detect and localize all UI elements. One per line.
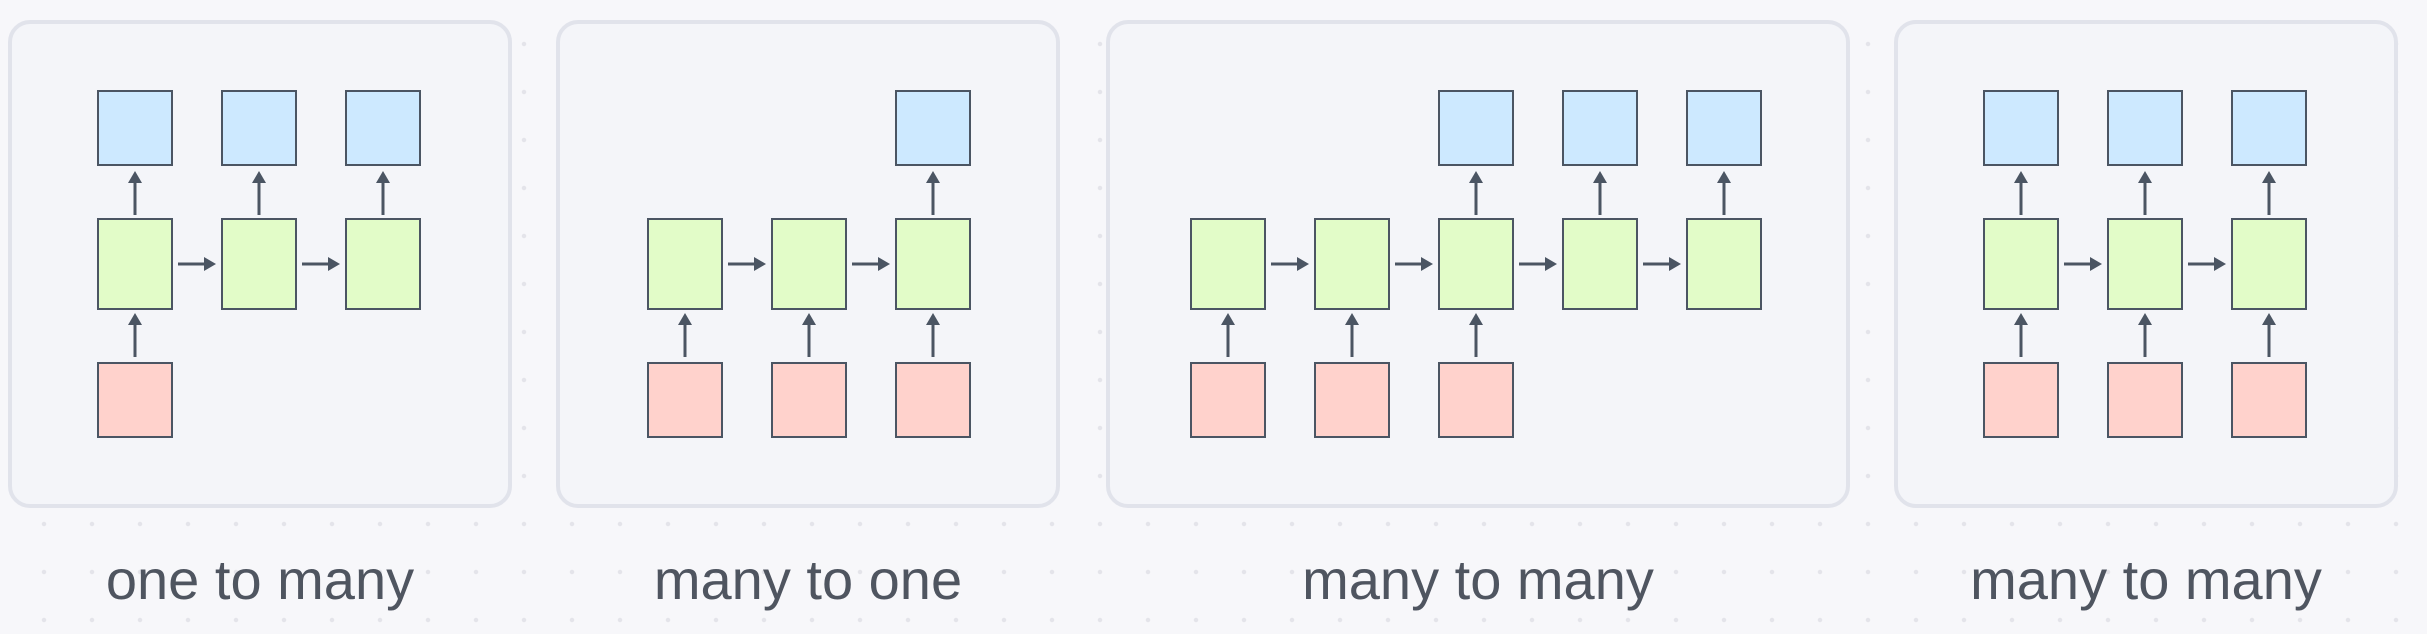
many-to-one-input-arrow-1-head — [678, 313, 692, 325]
many-to-many-delayed-input-arrow-3-head — [1469, 313, 1483, 325]
many-to-many-delayed-recurrent-arrow-3-head — [1545, 257, 1557, 271]
many-to-many-delayed-output-arrow-5-head — [1717, 171, 1731, 183]
many-to-many-delayed-input-box-3 — [1438, 362, 1514, 438]
many-to-one-hidden-box-3 — [895, 218, 971, 310]
many-to-many-synced-input-box-2 — [2107, 362, 2183, 438]
many-to-many-delayed-recurrent-arrow-4-head — [1669, 257, 1681, 271]
many-to-many-synced-output-arrow-2-head — [2138, 171, 2152, 183]
many-to-many-synced-hidden-box-3 — [2231, 218, 2307, 310]
many-to-many-delayed-hidden-box-4 — [1562, 218, 1638, 310]
caption-many-to-many-delayed: many to many — [1302, 548, 1654, 611]
many-to-many-delayed-hidden-box-3 — [1438, 218, 1514, 310]
many-to-many-delayed-hidden-box-5 — [1686, 218, 1762, 310]
many-to-many-delayed-recurrent-arrow-2-head — [1421, 257, 1433, 271]
many-to-one-hidden-box-2 — [771, 218, 847, 310]
one-to-many-recurrent-arrow-1-head — [204, 257, 216, 271]
many-to-many-delayed-input-box-2 — [1314, 362, 1390, 438]
one-to-many-recurrent-arrow-2-head — [328, 257, 340, 271]
caption-many-to-many-synced: many to many — [1970, 548, 2322, 611]
many-to-one-recurrent-arrow-1-head — [754, 257, 766, 271]
many-to-one-output-arrow-3-head — [926, 171, 940, 183]
many-to-many-synced-input-box-3 — [2231, 362, 2307, 438]
many-to-many-delayed-recurrent-arrow-1-head — [1297, 257, 1309, 271]
many-to-many-delayed-hidden-box-1 — [1190, 218, 1266, 310]
many-to-many-delayed-input-box-1 — [1190, 362, 1266, 438]
one-to-many-hidden-box-1 — [97, 218, 173, 310]
many-to-one-input-box-3 — [895, 362, 971, 438]
many-to-many-synced-output-box-1 — [1983, 90, 2059, 166]
many-to-many-delayed-hidden-box-2 — [1314, 218, 1390, 310]
many-to-many-synced-hidden-box-2 — [2107, 218, 2183, 310]
many-to-many-synced-input-arrow-2-head — [2138, 313, 2152, 325]
caption-many-to-one: many to one — [653, 548, 963, 611]
many-to-many-delayed-output-box-3 — [1438, 90, 1514, 166]
many-to-one-input-box-1 — [647, 362, 723, 438]
many-to-many-synced-output-box-2 — [2107, 90, 2183, 166]
one-to-many-output-box-1 — [97, 90, 173, 166]
many-to-many-synced-output-arrow-3-head — [2262, 171, 2276, 183]
many-to-many-synced-recurrent-arrow-1-head — [2090, 257, 2102, 271]
many-to-one-input-arrow-3-head — [926, 313, 940, 325]
one-to-many-output-arrow-3-head — [376, 171, 390, 183]
many-to-one-hidden-box-1 — [647, 218, 723, 310]
caption-one-to-many: one to many — [105, 548, 415, 611]
many-to-many-synced-hidden-box-1 — [1983, 218, 2059, 310]
many-to-many-synced-output-arrow-1-head — [2014, 171, 2028, 183]
many-to-one-input-box-2 — [771, 362, 847, 438]
many-to-many-synced-input-arrow-3-head — [2262, 313, 2276, 325]
one-to-many-hidden-box-2 — [221, 218, 297, 310]
many-to-one-input-arrow-2-head — [802, 313, 816, 325]
many-to-many-delayed-output-arrow-4-head — [1593, 171, 1607, 183]
many-to-many-delayed-input-arrow-2-head — [1345, 313, 1359, 325]
many-to-many-synced-input-box-1 — [1983, 362, 2059, 438]
many-to-many-delayed-output-arrow-3-head — [1469, 171, 1483, 183]
many-to-many-synced-recurrent-arrow-2-head — [2214, 257, 2226, 271]
one-to-many-input-arrow-1-head — [128, 313, 142, 325]
many-to-one-recurrent-arrow-2-head — [878, 257, 890, 271]
many-to-many-synced-output-box-3 — [2231, 90, 2307, 166]
one-to-many-output-arrow-1-head — [128, 171, 142, 183]
many-to-many-delayed-input-arrow-1-head — [1221, 313, 1235, 325]
one-to-many-output-box-2 — [221, 90, 297, 166]
many-to-one-output-box-3 — [895, 90, 971, 166]
one-to-many-input-box-1 — [97, 362, 173, 438]
one-to-many-hidden-box-3 — [345, 218, 421, 310]
many-to-many-synced-input-arrow-1-head — [2014, 313, 2028, 325]
one-to-many-output-box-3 — [345, 90, 421, 166]
many-to-many-delayed-output-box-5 — [1686, 90, 1762, 166]
many-to-many-delayed-output-box-4 — [1562, 90, 1638, 166]
one-to-many-output-arrow-2-head — [252, 171, 266, 183]
